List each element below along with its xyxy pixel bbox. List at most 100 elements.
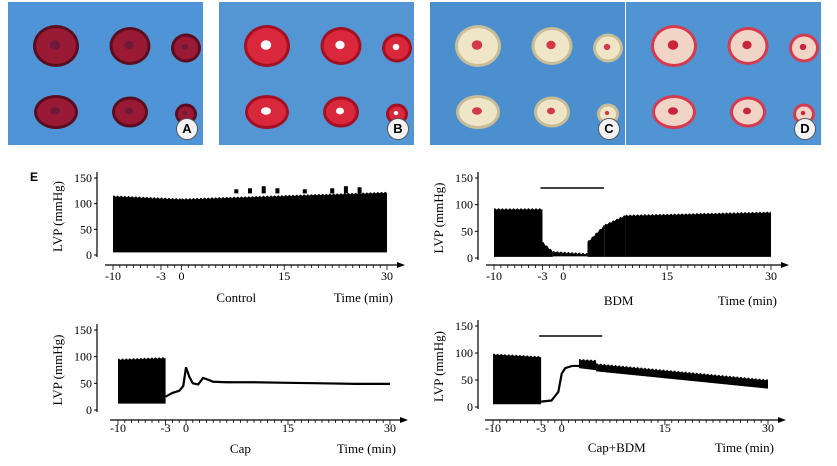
x-axis-label-bdm: Time (min) xyxy=(718,293,777,308)
x-tick-label: 15 xyxy=(659,421,671,435)
x-tick-label: -3 xyxy=(537,269,547,283)
y-tick-label: 100 xyxy=(74,197,92,211)
y-tick-label: 50 xyxy=(80,222,92,236)
pressure-trace-cap-bdm xyxy=(541,364,579,403)
x-tick-label: -10 xyxy=(485,421,501,435)
heart-slice xyxy=(456,95,500,129)
x-axis-label-control: Time (min) xyxy=(334,290,393,305)
x-tick-label: 0 xyxy=(559,421,565,435)
x-tick-label: 30 xyxy=(765,269,777,283)
x-axis-arrow xyxy=(397,262,405,268)
pressure-trace-bdm xyxy=(604,215,626,257)
x-tick-label: 0 xyxy=(560,269,566,283)
y-tick-label: 0 xyxy=(86,248,92,262)
heart-slice xyxy=(455,25,501,67)
photo-panel-a: A xyxy=(8,2,203,145)
photo-panel-c: C xyxy=(430,2,625,145)
pressure-trace-cap-bdm xyxy=(596,363,768,389)
heart-slice xyxy=(244,25,290,67)
pressure-trace-bdm xyxy=(587,225,605,257)
heart-slice xyxy=(651,25,697,67)
condition-label-cap-bdm: Cap+BDM xyxy=(588,440,646,455)
y-tick-label: 150 xyxy=(74,323,92,337)
heart-slice xyxy=(320,27,362,65)
x-tick-label: -10 xyxy=(105,269,121,283)
pressure-spike xyxy=(275,188,280,194)
x-tick-label: 30 xyxy=(384,421,396,435)
pressure-trace-cap-bdm xyxy=(493,353,542,405)
photo-panel-d: D xyxy=(626,2,821,145)
x-axis-label-cap-bdm: Time (min) xyxy=(715,440,774,455)
y-axis-label-bdm: LVP (mmHg) xyxy=(431,183,446,254)
y-axis-label-control: LVP (mmHg) xyxy=(50,181,65,252)
photo-label-b: B xyxy=(387,118,409,140)
y-tick-label: 0 xyxy=(467,400,473,414)
pressure-trace-cap-bdm xyxy=(578,358,597,371)
pressure-trace-control xyxy=(181,191,387,253)
y-tick-label: 150 xyxy=(455,171,473,185)
x-tick-label: 15 xyxy=(661,269,673,283)
heart-slice xyxy=(245,95,289,129)
photo-panel-b: B xyxy=(219,2,414,145)
condition-label-bdm: BDM xyxy=(604,293,634,308)
y-tick-label: 50 xyxy=(80,376,92,390)
x-tick-label: 15 xyxy=(278,269,290,283)
heart-slice xyxy=(112,96,148,128)
heart-slice xyxy=(382,33,412,63)
y-tick-label: 50 xyxy=(461,373,473,387)
pressure-spike xyxy=(234,189,239,194)
x-tick-label: 30 xyxy=(762,421,774,435)
pressure-trace-control xyxy=(113,195,182,253)
heart-slice xyxy=(534,96,570,128)
x-axis-arrow xyxy=(781,262,789,268)
x-axis-label-cap: Time (min) xyxy=(337,441,396,456)
pressure-spike xyxy=(343,186,348,194)
y-tick-label: 150 xyxy=(455,319,473,333)
pressure-spike xyxy=(302,189,307,194)
heart-slice xyxy=(593,33,623,63)
x-tick-label: -3 xyxy=(161,421,171,435)
x-tick-label: 0 xyxy=(183,421,189,435)
photo-label-d: D xyxy=(794,118,816,140)
heart-slice xyxy=(652,95,696,129)
heart-slice xyxy=(34,95,78,129)
y-tick-label: 150 xyxy=(74,171,92,185)
pressure-trace-bdm xyxy=(625,211,771,257)
heart-slice xyxy=(171,33,201,63)
pressure-spike xyxy=(248,188,252,194)
heart-slice xyxy=(531,27,573,65)
y-tick-label: 100 xyxy=(455,346,473,360)
x-tick-label: 0 xyxy=(179,269,185,283)
y-tick-label: 100 xyxy=(455,198,473,212)
y-axis-label-cap: LVP (mmHg) xyxy=(50,335,65,406)
heart-slice xyxy=(727,27,769,65)
heart-slice xyxy=(789,33,819,63)
pressure-trace-cap xyxy=(118,357,166,404)
y-tick-label: 50 xyxy=(461,224,473,238)
x-axis-arrow xyxy=(400,417,408,423)
heart-slice xyxy=(323,96,359,128)
x-tick-label: -10 xyxy=(110,421,126,435)
photo-label-a: A xyxy=(176,118,198,140)
y-tick-label: 0 xyxy=(86,403,92,417)
x-tick-label: 30 xyxy=(381,269,393,283)
x-tick-label: -10 xyxy=(486,269,502,283)
heart-slice xyxy=(33,25,79,67)
condition-label-cap: Cap xyxy=(230,441,251,456)
pressure-trace-cap xyxy=(165,366,390,398)
heart-slice xyxy=(730,96,766,128)
y-tick-label: 0 xyxy=(467,251,473,265)
pressure-spike xyxy=(357,187,362,194)
x-tick-label: -3 xyxy=(536,421,546,435)
condition-label-control: Control xyxy=(216,290,256,305)
pressure-trace-bdm xyxy=(494,208,543,257)
heart-slice xyxy=(109,27,151,65)
pressure-trace-bdm xyxy=(542,242,553,257)
x-tick-label: 15 xyxy=(282,421,294,435)
x-axis-arrow xyxy=(778,417,786,423)
x-tick-label: -3 xyxy=(156,269,166,283)
photo-label-c: C xyxy=(598,118,620,140)
panel-e-label: E xyxy=(30,170,39,184)
pressure-trace-bdm xyxy=(552,250,588,257)
